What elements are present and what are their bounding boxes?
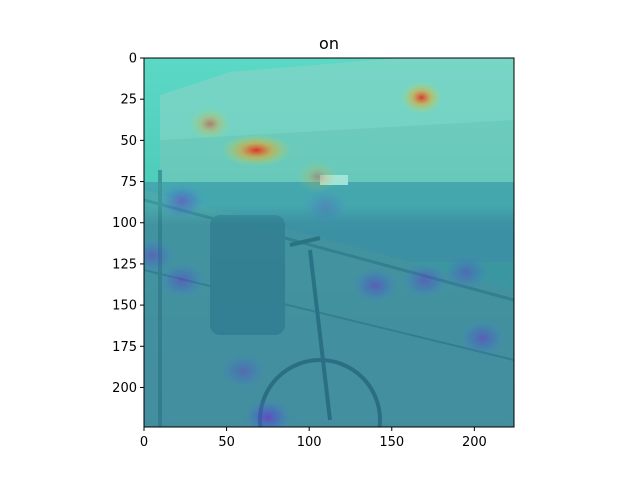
chart-title: on — [319, 34, 339, 53]
coldspot — [302, 188, 350, 225]
x-tick-label: 200 — [462, 435, 487, 450]
x-tick-label: 150 — [379, 435, 404, 450]
x-tick-label: 50 — [218, 435, 235, 450]
hotspot — [189, 107, 231, 140]
y-tick-label: 200 — [112, 381, 137, 396]
coldspot — [219, 352, 267, 389]
hotspot — [296, 160, 339, 193]
coldspot — [158, 183, 206, 220]
coldspot — [401, 262, 449, 299]
x-tick-label: 0 — [140, 435, 148, 450]
y-tick-label: 150 — [112, 299, 137, 314]
child-seat — [210, 215, 285, 335]
coldspot — [244, 399, 292, 427]
handlebar — [289, 236, 321, 247]
railing-lower — [144, 269, 514, 361]
x-axis: 0 50 100 150 200 — [140, 427, 487, 450]
hotspot — [221, 134, 292, 167]
y-tick-label: 125 — [112, 257, 137, 272]
y-tick-label: 175 — [112, 340, 137, 355]
y-tick-label: 0 — [129, 52, 137, 67]
y-tick-label: 100 — [112, 216, 137, 231]
y-tick-label: 75 — [120, 175, 137, 190]
plot-frame — [143, 57, 515, 428]
heat-spots — [144, 81, 507, 427]
coldspot — [158, 262, 206, 299]
bicycle-fork — [308, 249, 332, 421]
coldspot — [459, 320, 507, 357]
coldspot — [351, 267, 399, 304]
coldspot — [442, 254, 490, 291]
y-axis: 0 25 50 75 100 125 150 175 200 — [112, 52, 144, 396]
heatmap-area — [144, 58, 514, 427]
x-tick-label: 100 — [297, 435, 322, 450]
hotspot — [400, 81, 443, 114]
y-tick-label: 50 — [120, 134, 137, 149]
y-tick-label: 25 — [120, 93, 137, 108]
coldspot — [144, 237, 176, 274]
